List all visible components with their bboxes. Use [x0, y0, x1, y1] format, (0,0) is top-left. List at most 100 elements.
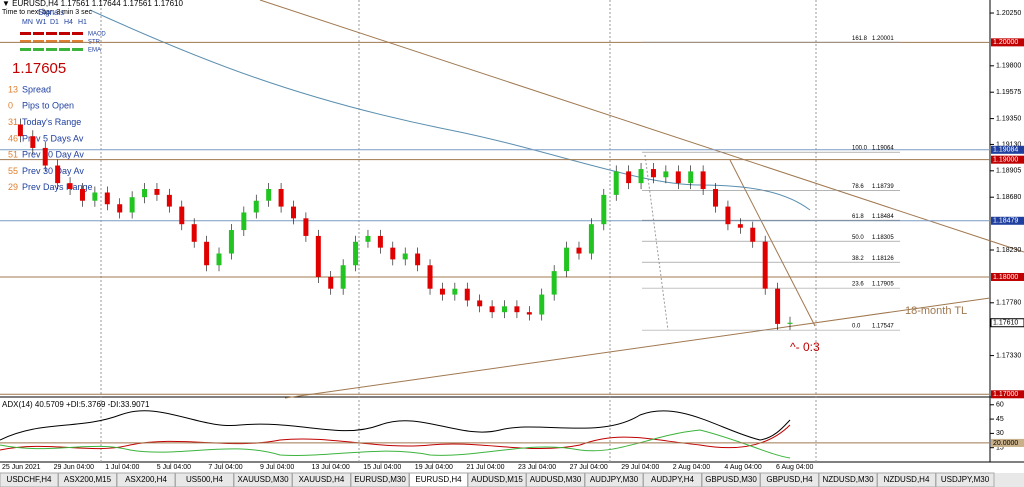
candle	[713, 188, 719, 207]
candle	[216, 253, 222, 266]
signal-cell	[33, 32, 44, 35]
tab-label[interactable]: XAUUSD,M30	[237, 475, 289, 484]
candle	[353, 241, 359, 266]
date-label: 27 Jul 04:00	[570, 464, 608, 471]
candle	[55, 165, 61, 184]
candle	[588, 224, 594, 254]
fib-level: 50.0	[852, 235, 864, 241]
candle	[303, 218, 309, 236]
signal-cell	[72, 40, 83, 43]
signal-cell	[72, 32, 83, 35]
candle	[514, 306, 520, 313]
candle	[489, 306, 495, 313]
tab-label[interactable]: NZDUSD,H4	[884, 475, 930, 484]
tab-label[interactable]: USDCHF,H4	[7, 475, 52, 484]
level-box	[990, 318, 1024, 328]
tab-label[interactable]: US500,H4	[186, 475, 223, 484]
fib-level: 100.0	[852, 146, 868, 152]
stat-label: Prev Days Range	[22, 182, 93, 192]
date-label: 29 Jul 04:00	[621, 464, 659, 471]
tab-label[interactable]: ASX200,H4	[125, 475, 167, 484]
date-label: 5 Jul 04:00	[157, 464, 191, 471]
level-label: 1.19084	[993, 147, 1018, 154]
stat-label: Prev 30 Day Av	[22, 166, 84, 176]
timeframe: D1	[50, 19, 59, 26]
candle	[266, 188, 272, 201]
signal-cell	[59, 48, 70, 51]
candle	[675, 171, 681, 184]
tab-label[interactable]: GBPUSD,M30	[705, 475, 757, 484]
fib-price: 1.18739	[872, 184, 894, 190]
date-label: 13 Jul 04:00	[312, 464, 350, 471]
level-box	[991, 145, 1024, 154]
signal-cell	[33, 40, 44, 43]
ind-level-label: 20.0000	[993, 440, 1018, 447]
candle	[79, 188, 85, 201]
y-tick-label: 1.19575	[996, 89, 1021, 96]
y-tick-label: 1.20250	[996, 10, 1021, 17]
level-label: 1.18479	[993, 218, 1018, 225]
fib-level: 23.6	[852, 282, 864, 288]
moving-average	[89, 9, 811, 211]
candle	[700, 171, 706, 189]
tab-label[interactable]: AUDJPY,H4	[651, 475, 695, 484]
tab-label[interactable]: XAUUSD,H4	[299, 475, 345, 484]
signal-cell	[59, 32, 70, 35]
fib-level: 61.8	[852, 214, 864, 220]
tab-label[interactable]: NZDUSD,M30	[822, 475, 874, 484]
candle	[328, 276, 334, 289]
candle	[315, 235, 321, 277]
tab-label[interactable]: AUDUSD,M15	[471, 475, 523, 484]
fib-level: 78.6	[852, 184, 864, 190]
period-separators	[100, 0, 817, 462]
date-label: 15 Jul 04:00	[363, 464, 401, 471]
tab-label[interactable]: ASX200,M15	[64, 475, 112, 484]
candle	[390, 247, 396, 260]
candle	[365, 235, 371, 242]
indicator-label: ADX(14) 40.5709 +DI:5.3769 -DI:33.9071	[2, 400, 150, 409]
timer: Time to next bar: 3 min 3 sec	[2, 9, 92, 16]
candle	[502, 306, 508, 313]
candle	[402, 253, 408, 260]
tab-label[interactable]: AUDJPY,M30	[590, 475, 639, 484]
level-box	[991, 155, 1024, 164]
level-box	[991, 216, 1024, 225]
signal-cell	[20, 40, 31, 43]
level-label: 1.19000	[993, 157, 1018, 164]
candle	[452, 288, 458, 295]
tab-label[interactable]: USDJPY,M30	[941, 475, 990, 484]
fib-price: 1.19064	[872, 146, 894, 152]
stat-label: Spread	[22, 84, 51, 94]
stat-value: 13	[8, 84, 18, 94]
stat-value: 29	[8, 182, 18, 192]
adx-line	[0, 410, 791, 441]
candle	[576, 247, 582, 254]
candle	[142, 188, 148, 198]
candle	[539, 294, 545, 315]
signal-cell	[59, 40, 70, 43]
level-label: 1.17000	[993, 391, 1018, 398]
ind-tick-label: 45	[996, 416, 1004, 423]
candle	[92, 192, 98, 201]
y-tick-label: 1.18905	[996, 168, 1021, 175]
candle	[204, 241, 210, 266]
timeframe: H1	[78, 19, 87, 26]
fib-price: 1.20001	[872, 36, 894, 42]
candle	[42, 147, 48, 166]
tab-label[interactable]: EURUSD,H4	[415, 475, 462, 484]
candle	[427, 265, 433, 289]
trendline-label: 18-month TL	[905, 305, 967, 317]
tab-label[interactable]: AUDUSD,M30	[530, 475, 582, 484]
candle	[191, 224, 197, 242]
date-label: 4 Aug 04:00	[724, 464, 761, 471]
fib-diagonal	[644, 154, 669, 331]
date-label: 19 Jul 04:00	[415, 464, 453, 471]
tab-label[interactable]: EURUSD,M30	[354, 475, 406, 484]
stat-label: Prev 10 Day Av	[22, 150, 84, 160]
tab[interactable]	[935, 472, 995, 487]
tab-label[interactable]: GBPUSD,H4	[766, 475, 813, 484]
candle	[228, 230, 234, 254]
candle	[775, 288, 781, 324]
symbol-line: ▼ EURUSD,H4 1.17561 1.17644 1.17561 1.17…	[2, 0, 183, 8]
